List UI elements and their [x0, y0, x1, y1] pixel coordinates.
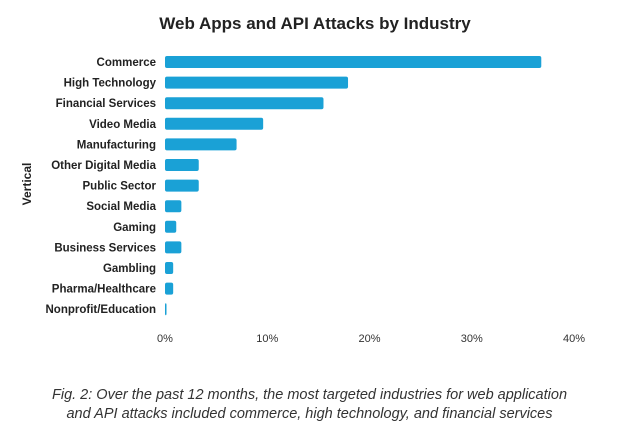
category-label: Financial Services — [56, 98, 156, 110]
bars — [165, 56, 542, 316]
category-label: Public Sector — [83, 181, 157, 193]
category-label: Commerce — [97, 57, 156, 69]
bar — [165, 303, 167, 316]
bar — [165, 76, 349, 89]
bar — [165, 179, 199, 192]
figure-caption: Fig. 2: Over the past 12 months, the mos… — [0, 386, 619, 424]
bar — [165, 200, 182, 213]
y-axis-title: Vertical — [20, 163, 34, 206]
x-tick-label: 40% — [563, 333, 585, 345]
bar — [165, 97, 324, 110]
category-label: Gaming — [113, 222, 156, 234]
bar — [165, 117, 264, 130]
x-tick-label: 20% — [358, 333, 380, 345]
bar — [165, 220, 177, 233]
caption-line-2: and API attacks included commerce, high … — [66, 406, 553, 422]
chart-title: Web Apps and API Attacks by Industry — [159, 14, 471, 33]
caption-line-1: Fig. 2: Over the past 12 months, the mos… — [51, 387, 568, 403]
x-tick-label: 10% — [256, 333, 278, 345]
category-label: Nonprofit/Education — [45, 304, 156, 316]
bar — [165, 159, 199, 171]
category-label: Gambling — [103, 263, 156, 275]
category-label: Business Services — [54, 242, 156, 254]
category-label: Other Digital Media — [51, 160, 156, 172]
bar — [165, 241, 182, 254]
x-axis-ticks: 0% 10% 20% 30% 40% — [157, 333, 585, 345]
bar — [165, 138, 237, 151]
category-labels: Commerce High Technology Financial Service… — [45, 57, 156, 316]
category-label: Pharma/Healthcare — [52, 284, 156, 296]
category-label: Manufacturing — [77, 139, 156, 151]
category-label: Video Media — [89, 119, 156, 131]
category-label: High Technology — [64, 78, 157, 90]
x-tick-label: 30% — [461, 333, 483, 345]
bar — [165, 282, 174, 295]
bar — [165, 262, 174, 274]
bar — [165, 56, 542, 68]
x-tick-label: 0% — [157, 333, 173, 345]
category-label: Social Media — [86, 201, 156, 213]
